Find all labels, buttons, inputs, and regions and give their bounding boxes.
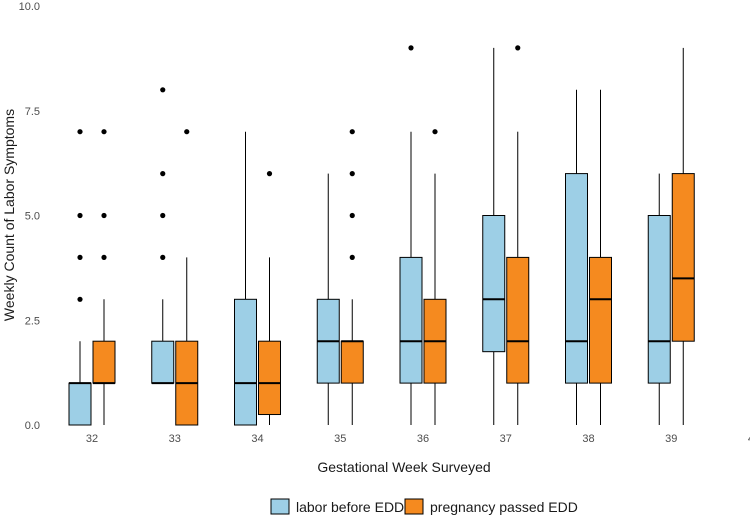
y-tick-label: 5.0 (25, 211, 40, 223)
box-iqr (399, 256, 423, 384)
box-iqr (92, 340, 116, 384)
outlier-point (77, 129, 83, 135)
box-group-pregnancy-passed-edd-35 (340, 129, 364, 425)
outlier-point (160, 212, 166, 219)
outlier-point (101, 212, 107, 219)
box-iqr (647, 215, 671, 384)
outlier-point (101, 254, 107, 260)
x-tick-label: 33 (169, 433, 181, 445)
box-group-pregnancy-passed-edd-37 (506, 45, 530, 425)
box-iqr (234, 298, 257, 426)
outlier-point (408, 45, 414, 51)
x-axis-title: Gestational Week Surveyed (317, 459, 490, 475)
y-tick-label: 0.0 (25, 420, 40, 432)
x-tick-label: 39 (665, 433, 677, 445)
x-tick-label: 32 (86, 433, 98, 445)
x-tick-label: 34 (251, 433, 263, 445)
box-group-labor-before-edd-37 (482, 47, 506, 425)
legend-label-labor-before-edd: labor before EDD (296, 499, 404, 515)
y-axis-ticks: 0.0 2.5 5.0 7.5 10.0 (19, 1, 40, 432)
x-axis-ticks: 32 33 34 35 36 37 38 39 40 (86, 433, 750, 445)
legend-swatch-pregnancy-passed-edd (404, 498, 424, 515)
box-group-pregnancy-passed-edd-32 (92, 129, 116, 425)
box-group-pregnancy-passed-edd-34 (258, 171, 281, 425)
box-group-labor-before-edd-39 (647, 173, 671, 425)
box-iqr (565, 173, 588, 384)
box-iqr (506, 256, 530, 384)
box-group-labor-before-edd-33 (151, 87, 175, 385)
plot-area (68, 45, 695, 426)
outlier-point (349, 171, 355, 177)
box-group-pregnancy-passed-edd-36 (423, 129, 447, 425)
y-axis-title: Weekly Count of Labor Symptoms (1, 109, 17, 321)
box-group-pregnancy-passed-edd-39 (671, 47, 695, 425)
x-tick-label: 36 (417, 433, 429, 445)
outlier-point (349, 254, 355, 260)
outlier-point (101, 129, 107, 135)
box-group-labor-before-edd-34 (234, 131, 257, 426)
outlier-point (349, 212, 355, 219)
x-tick-label: 40 (748, 433, 750, 445)
x-tick-label: 38 (582, 433, 594, 445)
outlier-point (160, 254, 166, 260)
legend-label-pregnancy-passed-edd: pregnancy passed EDD (430, 499, 578, 515)
outlier-point (77, 296, 83, 302)
y-tick-label: 10.0 (19, 1, 40, 13)
box-iqr (68, 382, 92, 426)
box-group-labor-before-edd-35 (316, 173, 340, 425)
box-group-labor-before-edd-38 (565, 89, 588, 425)
outlier-point (77, 212, 83, 219)
box-iqr (151, 340, 175, 384)
box-iqr (340, 340, 364, 384)
outlier-point (160, 171, 166, 177)
outlier-point (349, 129, 355, 135)
box-iqr (482, 215, 506, 353)
outlier-point (184, 129, 190, 135)
box-iqr (258, 340, 281, 416)
outlier-point (77, 254, 83, 260)
x-tick-label: 35 (334, 433, 346, 445)
outlier-point (515, 45, 521, 51)
outlier-point (266, 171, 273, 177)
box-group-pregnancy-passed-edd-38 (589, 89, 612, 425)
y-tick-label: 2.5 (25, 315, 40, 327)
legend-swatch-labor-before-edd (270, 498, 290, 515)
legend: labor before EDD pregnancy passed EDD (270, 498, 578, 515)
box-group-pregnancy-passed-edd-33 (175, 129, 199, 426)
outlier-point (160, 87, 166, 93)
box-group-labor-before-edd-32 (68, 129, 92, 426)
outlier-point (432, 129, 438, 135)
box-iqr (589, 256, 612, 384)
x-tick-label: 37 (500, 433, 512, 445)
y-tick-label: 7.5 (25, 106, 40, 118)
box-group-labor-before-edd-36 (399, 45, 423, 425)
box-iqr (671, 173, 695, 342)
